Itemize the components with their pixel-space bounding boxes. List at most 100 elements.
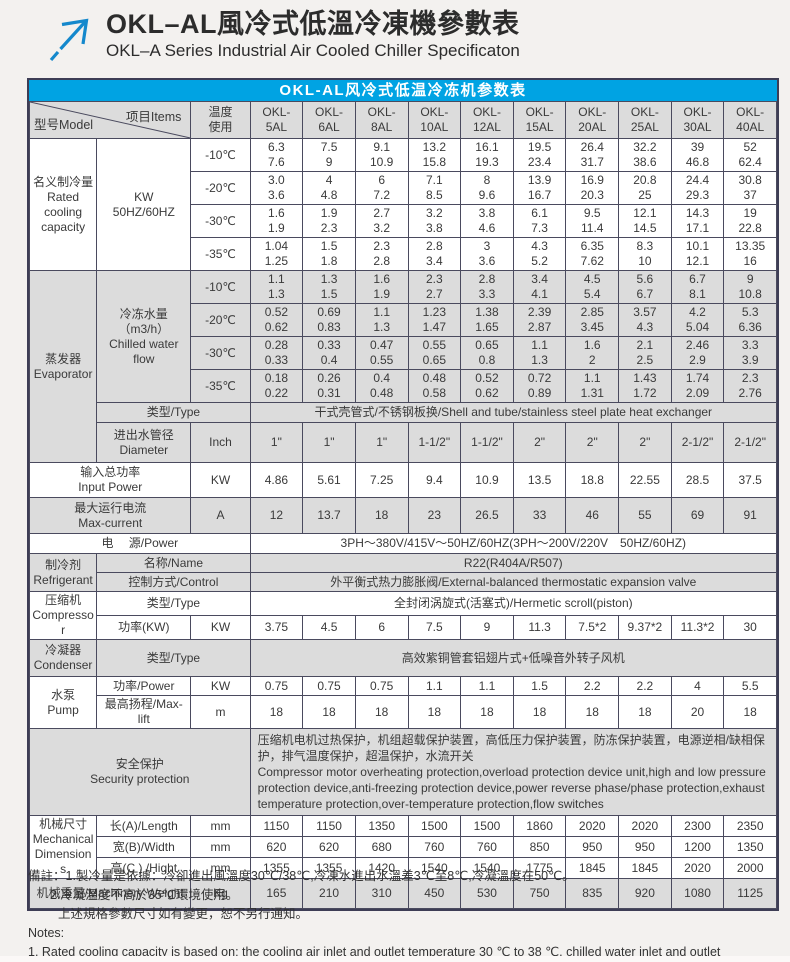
value-cell: 1" <box>302 422 356 463</box>
value-cell: 4 4.8 <box>302 171 356 205</box>
table-row: 压缩机 Compressor 类型/Type 全封闭涡旋式(活塞式)/Hermetic… <box>28 591 778 640</box>
value-cell: 1.38 1.65 <box>460 303 514 337</box>
value-cell: 1845 <box>618 857 672 879</box>
value-cell: 6.1 7.3 <box>512 204 567 238</box>
table-row: 制冷剂 Refrigerant 名称/Name R22(R404A/R507) <box>28 553 778 592</box>
temp-cell: -20℃ <box>190 171 251 205</box>
spec-table-wrapper: OKL-AL风冷式低温冷冻机参数表 型号Model 项目Items 温度 使用 OKL-… <box>27 78 779 911</box>
unit-cell: mm <box>190 836 251 858</box>
temp-cell: -10℃ <box>190 138 251 172</box>
value-cell: 1500 <box>407 815 462 837</box>
unit-cell: KW <box>190 462 251 498</box>
value-cell: 2" <box>618 422 672 463</box>
value-cell: 0.18 0.22 <box>249 369 304 403</box>
table-row: 进出水管径 Diameter Inch 1" 1" 1" 1-1/2" 1-1/2" 2" 2" 2… <box>29 422 777 463</box>
evap-type-label: 类型/Type <box>96 402 251 423</box>
value-cell: 9.1 10.9 <box>354 138 409 172</box>
value-cell: 3.3 3.9 <box>723 336 777 370</box>
value-cell: 13.7 <box>302 497 356 534</box>
value-cell: 13.35 16 <box>723 237 777 271</box>
value-cell: 3.0 3.6 <box>249 171 304 205</box>
value-cell: 2.2 <box>618 676 672 696</box>
value-cell: 1.1 1.3 <box>249 270 304 304</box>
value-cell: 18.8 <box>565 462 620 498</box>
table-row: 类型/Type 干式壳管式/不锈钢板换/Shell and tube/stainl… <box>29 402 778 423</box>
value-cell: 14.3 17.1 <box>670 204 725 238</box>
value-cell: 16.1 19.3 <box>460 138 514 172</box>
value-cell: 18 <box>618 695 672 729</box>
value-cell: 760 <box>460 836 514 858</box>
value-cell: 2020 <box>565 815 620 837</box>
value-cell: 16.9 20.3 <box>565 171 620 205</box>
table-row: 冷凝器 Condenser 类型/Type 高效紫铜管套铝翅片式+低噪音外转子风机 <box>28 639 778 677</box>
value-cell: 920 <box>618 878 672 909</box>
value-cell: 18 <box>407 695 462 729</box>
value-cell: 7.5 9 <box>302 138 356 172</box>
value-cell: 2.46 2.9 <box>670 336 725 370</box>
value-cell: 2000 <box>723 857 777 879</box>
value-cell: 8 9.6 <box>460 171 514 205</box>
note-line: 1. Rated cooling capacity is based on: t… <box>28 945 721 959</box>
value-cell: 2" <box>512 422 567 463</box>
value-cell: 30.8 37 <box>723 171 777 205</box>
unit-cell: KW <box>190 615 251 640</box>
value-cell: 2-1/2" <box>670 422 725 463</box>
value-cell: 310 <box>354 878 409 909</box>
value-cell: 1.5 1.8 <box>302 237 356 271</box>
value-cell: 3.8 4.6 <box>460 204 514 238</box>
refrigerant-control-value: 外平衡式热力膨胀阀/External-balanced thermostatic… <box>249 572 778 592</box>
value-cell: 7.25 <box>354 462 409 498</box>
model-header: OKL- 12AL <box>460 101 514 139</box>
table-row: 宽(B)/Width mm 620 620 680 760 760 850 950 950 1200… <box>29 836 777 858</box>
value-cell: 5.6 6.7 <box>618 270 672 304</box>
value-cell: 950 <box>618 836 672 858</box>
value-cell: 0.72 0.89 <box>512 369 567 403</box>
value-cell: 0.69 0.83 <box>302 303 356 337</box>
pump-row-label: 功率/Power <box>96 676 192 696</box>
page-title: OKL–AL風冷式低溫冷凍機參數表 <box>106 9 520 39</box>
value-cell: 28.5 <box>670 462 725 498</box>
value-cell: 19.5 23.4 <box>512 138 567 172</box>
value-cell: 2.3 2.8 <box>354 237 409 271</box>
temp-usage-header: 温度 使用 <box>190 101 251 139</box>
value-cell: 1200 <box>670 836 725 858</box>
value-cell: 13.2 15.8 <box>407 138 462 172</box>
value-cell: 2.8 3.3 <box>460 270 514 304</box>
model-header: OKL- 25AL <box>618 101 672 139</box>
value-cell: 1.23 1.47 <box>407 303 462 337</box>
value-cell: 18 <box>249 695 304 729</box>
temp-cell: -30℃ <box>190 336 251 370</box>
value-cell: 2020 <box>618 815 672 837</box>
value-cell: 8.3 10 <box>618 237 672 271</box>
max-current-label: 最大运行电流 Max-current <box>28 497 192 534</box>
value-cell: 1.74 2.09 <box>670 369 725 403</box>
table-row: 型号Model 项目Items 温度 使用 OKL- 5AL OKL- 6AL OKL- 8AL O… <box>28 101 777 139</box>
value-cell: 6 <box>354 615 409 640</box>
value-cell: 6.7 8.1 <box>670 270 725 304</box>
value-cell: 3.2 3.8 <box>407 204 462 238</box>
compressor-power-label: 功率(KW) <box>96 615 192 640</box>
value-cell: 2.85 3.45 <box>565 303 620 337</box>
value-cell: 0.75 <box>302 676 356 696</box>
value-cell: 24.4 29.3 <box>670 171 725 205</box>
value-cell: 680 <box>354 836 409 858</box>
temp-cell: -35℃ <box>190 369 251 403</box>
value-cell: 1150 <box>249 815 304 837</box>
value-cell: 32.2 38.6 <box>618 138 672 172</box>
value-cell: 4 <box>670 676 725 696</box>
value-cell: 2.8 3.4 <box>407 237 462 271</box>
value-cell: 37.5 <box>723 462 777 498</box>
value-cell: 6.3 7.6 <box>249 138 304 172</box>
value-cell: 39 46.8 <box>670 138 725 172</box>
model-header: OKL- 30AL <box>670 101 725 139</box>
model-header: OKL- 6AL <box>302 101 356 139</box>
value-cell: 4.3 5.2 <box>512 237 567 271</box>
value-cell: 18 <box>565 695 620 729</box>
note-line: Notes: <box>28 926 65 940</box>
table-row: 名义制冷量 Rated cooling capacity KW 50HZ/60HZ -10℃… <box>28 138 777 271</box>
notes: 備註：1.製冷量是依據：冷卻進出風溫度30℃/38℃,冷凍水進出水溫差3℃至8℃… <box>28 867 770 962</box>
note-line: 上述規格參數尺寸如有變更，恕不另行通知。 <box>58 907 309 921</box>
unit-cell: KW <box>190 676 251 696</box>
corner-items-label: 项目Items <box>125 110 182 124</box>
value-cell: 6 7.2 <box>354 171 409 205</box>
